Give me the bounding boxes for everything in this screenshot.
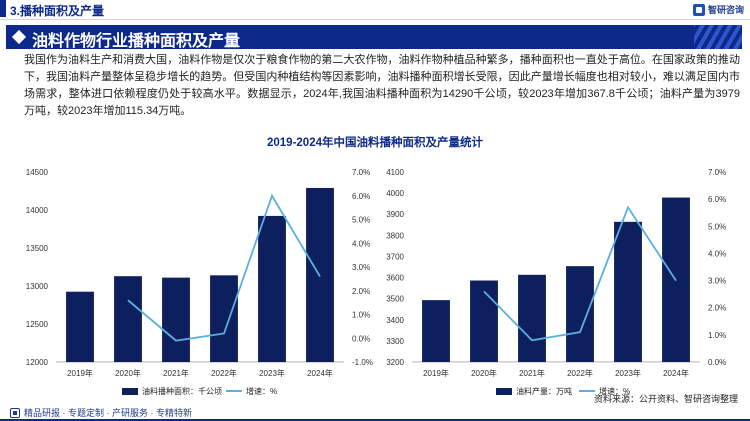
y-tick-left: 12000 (26, 358, 49, 367)
y-tick-left: 3800 (386, 231, 404, 240)
x-tick-label: 2019年 (423, 368, 449, 378)
area-chart: 12000 12500 13000 13500 14000 14500 -1.0% 0.0% 1… (26, 168, 373, 396)
bar (114, 276, 142, 362)
y-tick-right: 3.0% (352, 263, 370, 272)
y-tick-right: 5.0% (352, 216, 370, 225)
y-tick-left: 3700 (386, 252, 404, 261)
bar (614, 221, 642, 362)
y-tick-right: 3.0% (708, 277, 726, 286)
legend-bar-swatch (122, 388, 138, 395)
top-divider (0, 19, 750, 20)
footer: 精品研报 · 专题定制 · 产研服务 · 专精特新 资料来源：公开资料、智研咨询… (0, 394, 750, 421)
y-tick-left: 3200 (386, 358, 404, 367)
legend-bar-swatch (496, 388, 512, 395)
bar (258, 215, 286, 362)
banner-title: 油料作物行业播种面积及产量 (32, 33, 241, 50)
y-tick-left: 14000 (26, 206, 49, 215)
x-tick-label: 2020年 (115, 368, 141, 378)
section-title: 3.播种面积及产量 (10, 4, 105, 18)
y-tick-right: 6.0% (708, 195, 726, 204)
y-tick-left: 14500 (26, 168, 49, 177)
title-banner: 油料作物行业播种面积及产量 (6, 25, 742, 50)
x-tick-label: 2024年 (307, 368, 333, 378)
bar (470, 280, 498, 362)
x-tick-label: 2024年 (663, 368, 689, 378)
y-tick-left: 3400 (386, 316, 404, 325)
y-tick-left: 3500 (386, 295, 404, 304)
bar (162, 277, 190, 362)
bar (566, 266, 594, 362)
footer-note-text: 精品研报 · 专题定制 · 产研服务 · 专精特新 (24, 408, 192, 418)
y-tick-left: 3600 (386, 274, 404, 283)
y-tick-right: 6.0% (352, 192, 370, 201)
y-tick-right: 7.0% (352, 168, 370, 177)
legend-bar-label: 油料产量：万吨 (516, 386, 572, 396)
section-marker (0, 0, 6, 17)
y-tick-left: 13000 (26, 282, 49, 291)
bar (66, 291, 94, 362)
source-note: 资料来源：公开资料、智研咨询整理 (593, 394, 738, 404)
body-paragraph: 我国作为油料生产和消费大国，油料作物是仅次于粮食作物的第二大农作物，油料作物种植… (24, 54, 740, 117)
bar (518, 274, 546, 362)
y-tick-right: 0.0% (352, 334, 370, 343)
x-tick-label: 2023年 (259, 368, 285, 378)
footer-note: 精品研报 · 专题定制 · 产研服务 · 专精特新 (10, 406, 192, 419)
y-tick-right: 2.0% (708, 304, 726, 313)
legend-line-label: 增速：% (246, 386, 277, 396)
x-tick-label: 2021年 (519, 368, 545, 378)
y-tick-left: 4100 (386, 168, 404, 177)
y-tick-right: 1.0% (352, 311, 370, 320)
chart-title: 2019-2024年中国油料播种面积及产量统计 (267, 137, 483, 149)
x-tick-label: 2022年 (211, 368, 237, 378)
y-tick-left: 3300 (386, 337, 404, 346)
logo-text: 智研咨询 (707, 5, 744, 15)
diamond-icon (11, 29, 27, 45)
bar (422, 300, 450, 362)
y-tick-right: 4.0% (708, 249, 726, 258)
legend-line-label: 增速：% (599, 386, 630, 396)
y-tick-right: 4.0% (352, 239, 370, 248)
x-tick-label: 2022年 (567, 368, 593, 378)
y-tick-right: 1.0% (708, 331, 726, 340)
legend-bar-label: 油料播种面积：千公顷 (142, 386, 222, 396)
bottom-divider (0, 419, 750, 421)
top-bar: 3.播种面积及产量 智研咨询 (0, 0, 750, 20)
x-tick-label: 2023年 (615, 368, 641, 378)
banner-stripes (694, 25, 742, 49)
y-tick-right: 2.0% (352, 287, 370, 296)
output-chart: 3200 3300 3400 3500 3600 3700 3800 3900 4000 4100… (386, 168, 726, 396)
x-tick-label: 2019年 (67, 368, 93, 378)
y-tick-left: 4000 (386, 189, 404, 198)
logo-icon (692, 3, 705, 16)
brand-logo: 智研咨询 (692, 2, 744, 17)
y-tick-right: -1.0% (352, 358, 373, 367)
y-tick-left: 13500 (26, 244, 49, 253)
y-tick-left: 3900 (386, 210, 404, 219)
y-tick-right: 5.0% (708, 222, 726, 231)
y-tick-right: 0.0% (708, 358, 726, 367)
y-tick-left: 12500 (26, 320, 49, 329)
y-tick-right: 7.0% (708, 168, 726, 177)
document-icon (10, 407, 20, 418)
x-tick-label: 2020年 (471, 368, 497, 378)
bar (210, 275, 238, 362)
x-tick-label: 2021年 (163, 368, 189, 378)
